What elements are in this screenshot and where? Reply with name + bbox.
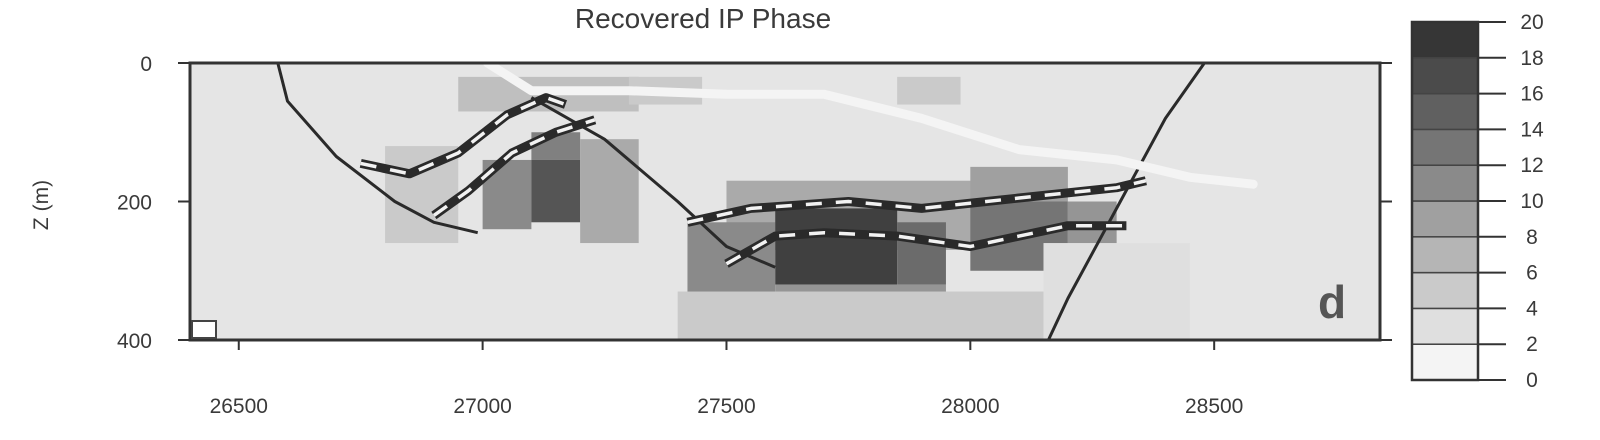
- y-tick-label: 400: [117, 330, 152, 353]
- colorbar-tick-label: 14: [1520, 118, 1544, 141]
- heatmap-cell: [775, 208, 898, 285]
- x-tick-label: 28500: [1185, 395, 1243, 418]
- colorbar-tick-label: 20: [1520, 11, 1543, 34]
- colorbar-tick-label: 10: [1520, 190, 1543, 213]
- heatmap-cell: [1043, 243, 1190, 340]
- colorbar-tick-label: 16: [1520, 83, 1543, 106]
- colorbar-segment: [1411, 21, 1479, 59]
- panel-label: d: [1318, 276, 1346, 328]
- dashed-boundary-line-highlight: [432, 118, 596, 217]
- white-boundary-line: [483, 63, 1258, 189]
- colorbar-segment: [1411, 92, 1479, 131]
- x-tick-label: 26500: [210, 395, 268, 418]
- corner-marker: [191, 320, 217, 339]
- y-axis: 0 200 400: [117, 53, 1392, 353]
- solid-boundary-line: [1047, 63, 1206, 340]
- colorbar-tick-label: 2: [1526, 333, 1538, 356]
- x-tick-label: 28000: [941, 395, 999, 418]
- colorbar-tick-label: 4: [1526, 297, 1538, 320]
- colorbar-segment: [1411, 343, 1479, 381]
- heatmap-cell: [580, 139, 639, 244]
- heatmap-cell: [897, 76, 961, 105]
- x-tick-label: 27500: [697, 395, 755, 418]
- dashed-boundary-line-highlight: [360, 95, 567, 176]
- x-tick-label: 27000: [453, 395, 511, 418]
- ip-phase-heatmap: [190, 63, 1380, 340]
- x-axis: 26500 27000 27500 28000 28500: [210, 340, 1243, 418]
- dashed-boundary-line-highlight: [725, 223, 1127, 266]
- y-tick-label: 200: [117, 192, 152, 215]
- colorbar-segment: [1411, 307, 1479, 345]
- colorbar-tick-label: 18: [1520, 47, 1543, 70]
- colorbar-segment: [1411, 128, 1479, 166]
- colorbar-segment: [1411, 271, 1479, 310]
- colorbar-segment: [1411, 236, 1479, 274]
- colorbar-tick-label: 12: [1520, 154, 1543, 177]
- dashed-boundary-line-highlight: [687, 178, 1147, 225]
- heatmap-cell: [531, 159, 581, 223]
- y-axis-label: Z (m): [30, 180, 53, 230]
- colorbar-segment: [1411, 164, 1479, 202]
- colorbar-tick-label: 6: [1526, 262, 1538, 285]
- colorbar-tick-label: 0: [1526, 369, 1538, 392]
- y-tick-label: 0: [140, 53, 152, 76]
- colorbar-segment: [1411, 200, 1479, 238]
- colorbar: 0 2 4 6 8 10 12 14 16 18 20: [1410, 11, 1544, 392]
- annotation-lines: [276, 63, 1258, 340]
- solid-boundary-line: [276, 63, 479, 235]
- heatmap-cell: [677, 291, 1044, 340]
- heatmap-cell: [897, 222, 946, 285]
- chart-title: Recovered IP Phase: [575, 3, 831, 34]
- colorbar-tick-label: 8: [1526, 226, 1538, 249]
- colorbar-segment: [1411, 57, 1479, 95]
